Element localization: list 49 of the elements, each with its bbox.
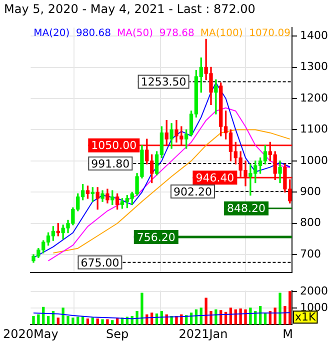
bar	[32, 316, 35, 325]
bar	[140, 292, 144, 325]
bar	[111, 320, 114, 325]
x-tick-label: M	[282, 326, 293, 341]
bar	[91, 318, 94, 325]
bar	[62, 308, 64, 325]
bar	[116, 318, 119, 325]
y-tick-label: 1400	[300, 28, 328, 42]
bar	[86, 318, 90, 325]
y-tick-label: 800	[300, 216, 321, 230]
y-tick-label: 1000	[300, 154, 328, 167]
bar	[204, 298, 208, 325]
bar	[37, 314, 40, 325]
bar	[284, 306, 286, 325]
text: MA(20) 980.68	[34, 28, 112, 40]
y-tick-label: 2000	[300, 284, 328, 298]
ref-line-label: 1253.50	[140, 76, 186, 89]
bar	[278, 292, 282, 325]
ref-line-label: 1050.00	[91, 139, 137, 152]
bar	[66, 316, 70, 325]
text: MA(100) 1070.09	[200, 28, 290, 40]
bar	[244, 309, 247, 325]
y-tick-label: 900	[300, 185, 321, 198]
bar	[96, 318, 99, 325]
bar	[46, 316, 50, 325]
bar	[76, 316, 80, 325]
y-tick-label: 700	[300, 247, 321, 260]
bar	[101, 319, 104, 325]
bar	[249, 308, 252, 325]
bar	[72, 318, 74, 325]
text: x1K	[295, 310, 317, 324]
bar	[214, 309, 218, 325]
x-tick-label: 2020May	[2, 326, 58, 341]
y-tick-label: 1100	[300, 122, 328, 136]
ref-line-label: 991.80	[91, 157, 130, 170]
chart-title: May 5, 2020 - May 4, 2021 - Last : 872.00	[4, 2, 256, 16]
bar	[136, 311, 138, 325]
ref-line-label: 946.40	[196, 172, 234, 185]
bar	[106, 319, 109, 325]
ref-line-label: 902.20	[173, 185, 212, 198]
bar	[56, 318, 60, 325]
bar	[210, 311, 212, 325]
y-tick-label: 1200	[300, 91, 328, 104]
ref-line-label: 756.20	[136, 230, 176, 244]
ref-line-label: 675.00	[80, 256, 120, 270]
x-tick-label: 2021Jan	[178, 326, 228, 341]
x-tick-label: Sep	[106, 326, 129, 341]
y-tick-label: 1300	[300, 60, 328, 74]
text: MA(50) 978.68	[117, 28, 194, 40]
